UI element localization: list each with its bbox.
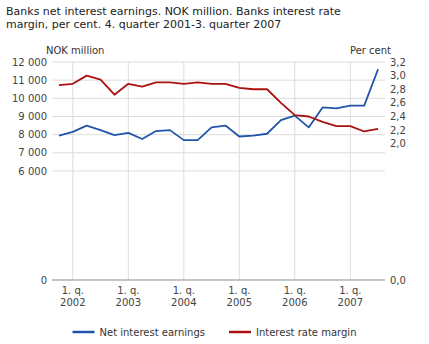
y-tick-label: 0 <box>41 275 47 286</box>
legend: Net interest earnings Interest rate margi… <box>73 327 357 338</box>
y2-tick-label: 2,6 <box>390 97 406 108</box>
y-tick-label: 7 000 <box>18 147 47 158</box>
text-line: 1. q. <box>228 285 250 296</box>
grid-line <box>52 98 385 99</box>
background <box>0 0 429 344</box>
y-axis-label: NOK million <box>46 45 104 56</box>
y-tick-label: 9 000 <box>18 111 47 122</box>
y2-tick-label: 2,8 <box>390 84 406 95</box>
grid-line <box>52 171 385 172</box>
x-tick-label: 1. q.2002 <box>60 285 85 308</box>
text-line: margin, per cent. 4. quarter 2001-3. qua… <box>6 18 281 31</box>
y-tick-label: 6 000 <box>18 166 47 177</box>
title: Banks net interest earnings. NOK million… <box>6 5 341 31</box>
text-line: 1. q. <box>284 285 306 296</box>
x-tick-label: 1. q.2007 <box>338 285 363 308</box>
grid-line <box>52 280 385 281</box>
legend-item: Interest rate margin <box>229 327 356 338</box>
text-line: 2003 <box>116 297 141 308</box>
y2-axis-label: Per cent <box>350 45 391 56</box>
text-line: 1. q. <box>173 285 195 296</box>
text-line: 1. q. <box>117 285 139 296</box>
text-line: 2006 <box>282 297 307 308</box>
grid-line <box>294 62 295 280</box>
text-line: 1. q. <box>339 285 361 296</box>
x-axis-line <box>52 280 385 281</box>
grid-line <box>52 134 385 135</box>
ticks: 0 6 000 7 000 8 000 9 000 10 000 11 000 12 000 0… <box>12 57 406 309</box>
y-tick-label: 8 000 <box>18 129 47 140</box>
chart: Banks net interest earnings. NOK million… <box>0 0 429 344</box>
x-tick-label: 1. q.2003 <box>116 285 141 308</box>
series-line <box>59 69 378 140</box>
y2-tick-label: 0,0 <box>390 275 406 286</box>
grid-line <box>52 152 385 153</box>
grid-line <box>52 62 385 63</box>
plot-area <box>59 69 378 140</box>
grid-line <box>128 62 129 280</box>
x-tick-label: 1. q.2004 <box>171 285 196 308</box>
y2-tick-label: 2,2 <box>390 125 406 136</box>
grid <box>52 62 385 280</box>
y-tick-label: 11 000 <box>12 75 47 86</box>
grid-line <box>72 62 73 280</box>
grid-line <box>239 62 240 280</box>
legend-label: Interest rate margin <box>256 327 356 338</box>
legend-item: Net interest earnings <box>73 327 206 338</box>
text-line: Banks net interest earnings. NOK million… <box>6 5 341 18</box>
y-tick-label: 10 000 <box>12 93 47 104</box>
text-line: 1. q. <box>62 285 84 296</box>
grid-line <box>350 62 351 280</box>
text-line: 2004 <box>171 297 196 308</box>
y2-tick-label: 2,4 <box>390 111 406 122</box>
text-line: 2005 <box>227 297 252 308</box>
series-line <box>59 76 378 132</box>
legend-swatch <box>229 331 251 334</box>
y2-tick-label: 3,2 <box>390 57 406 68</box>
grid-line <box>52 116 385 117</box>
y-tick-label: 12 000 <box>12 57 47 68</box>
x-tick-label: 1. q.2005 <box>227 285 252 308</box>
y2-tick-label: 3,0 <box>390 70 406 81</box>
legend-swatch <box>73 331 95 334</box>
text-line: 2002 <box>60 297 85 308</box>
x-tick-label: 1. q.2006 <box>282 285 307 308</box>
grid-line <box>183 62 184 280</box>
text-line: 2007 <box>338 297 363 308</box>
y2-tick-label: 2,0 <box>390 138 406 149</box>
legend-label: Net interest earnings <box>100 327 206 338</box>
